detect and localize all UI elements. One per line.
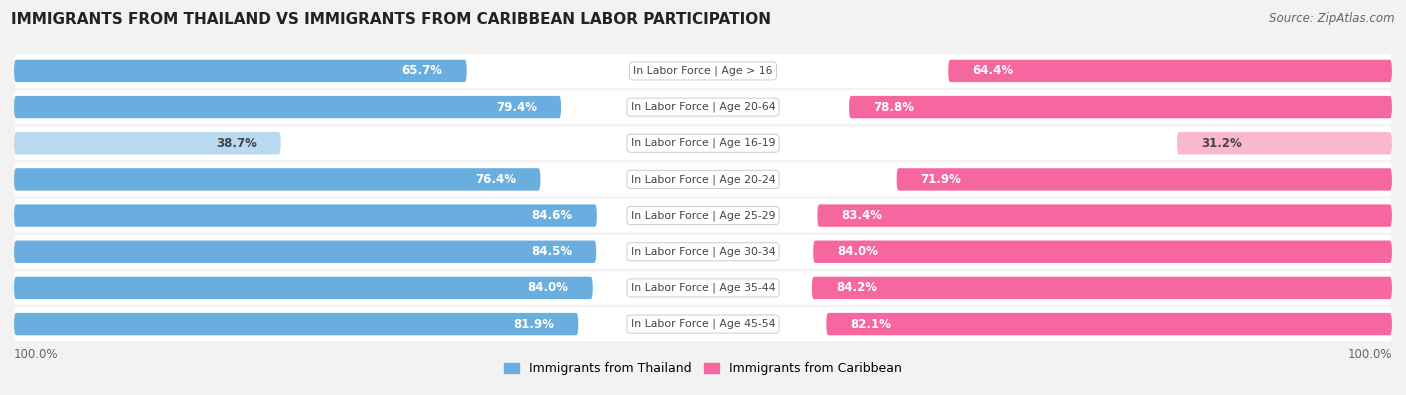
Text: 82.1%: 82.1% [851, 318, 891, 331]
Text: In Labor Force | Age 35-44: In Labor Force | Age 35-44 [631, 283, 775, 293]
FancyBboxPatch shape [14, 271, 1392, 305]
Text: 79.4%: 79.4% [496, 101, 537, 114]
FancyBboxPatch shape [811, 277, 1392, 299]
Text: In Labor Force | Age 20-64: In Labor Force | Age 20-64 [631, 102, 775, 112]
FancyBboxPatch shape [14, 168, 540, 191]
Text: 71.9%: 71.9% [921, 173, 962, 186]
Text: 100.0%: 100.0% [1347, 348, 1392, 361]
Text: In Labor Force | Age > 16: In Labor Force | Age > 16 [633, 66, 773, 76]
Text: 38.7%: 38.7% [215, 137, 256, 150]
FancyBboxPatch shape [14, 126, 1392, 160]
FancyBboxPatch shape [14, 235, 1392, 269]
FancyBboxPatch shape [14, 132, 281, 154]
FancyBboxPatch shape [14, 277, 593, 299]
FancyBboxPatch shape [897, 168, 1392, 191]
FancyBboxPatch shape [14, 204, 598, 227]
Text: 84.2%: 84.2% [837, 281, 877, 294]
FancyBboxPatch shape [849, 96, 1392, 118]
Text: 83.4%: 83.4% [841, 209, 883, 222]
FancyBboxPatch shape [14, 241, 596, 263]
Text: In Labor Force | Age 16-19: In Labor Force | Age 16-19 [631, 138, 775, 149]
Text: In Labor Force | Age 25-29: In Labor Force | Age 25-29 [631, 210, 775, 221]
FancyBboxPatch shape [948, 60, 1392, 82]
Text: 76.4%: 76.4% [475, 173, 516, 186]
Text: 84.5%: 84.5% [531, 245, 572, 258]
FancyBboxPatch shape [14, 96, 561, 118]
FancyBboxPatch shape [14, 90, 1392, 124]
Text: 84.0%: 84.0% [838, 245, 879, 258]
FancyBboxPatch shape [14, 54, 1392, 88]
Text: 81.9%: 81.9% [513, 318, 554, 331]
FancyBboxPatch shape [817, 204, 1392, 227]
FancyBboxPatch shape [14, 162, 1392, 196]
Text: 31.2%: 31.2% [1201, 137, 1241, 150]
Text: 64.4%: 64.4% [973, 64, 1014, 77]
FancyBboxPatch shape [813, 241, 1392, 263]
Text: Source: ZipAtlas.com: Source: ZipAtlas.com [1270, 12, 1395, 25]
Text: In Labor Force | Age 20-24: In Labor Force | Age 20-24 [631, 174, 775, 185]
Text: 84.0%: 84.0% [527, 281, 568, 294]
FancyBboxPatch shape [14, 60, 467, 82]
Text: 65.7%: 65.7% [402, 64, 443, 77]
FancyBboxPatch shape [14, 313, 578, 335]
FancyBboxPatch shape [14, 199, 1392, 233]
FancyBboxPatch shape [827, 313, 1392, 335]
Text: IMMIGRANTS FROM THAILAND VS IMMIGRANTS FROM CARIBBEAN LABOR PARTICIPATION: IMMIGRANTS FROM THAILAND VS IMMIGRANTS F… [11, 12, 772, 27]
FancyBboxPatch shape [14, 307, 1392, 341]
Text: 100.0%: 100.0% [14, 348, 59, 361]
Text: 78.8%: 78.8% [873, 101, 914, 114]
Text: In Labor Force | Age 45-54: In Labor Force | Age 45-54 [631, 319, 775, 329]
Text: 84.6%: 84.6% [531, 209, 572, 222]
FancyBboxPatch shape [1177, 132, 1392, 154]
Legend: Immigrants from Thailand, Immigrants from Caribbean: Immigrants from Thailand, Immigrants fro… [499, 357, 907, 380]
Text: In Labor Force | Age 30-34: In Labor Force | Age 30-34 [631, 246, 775, 257]
